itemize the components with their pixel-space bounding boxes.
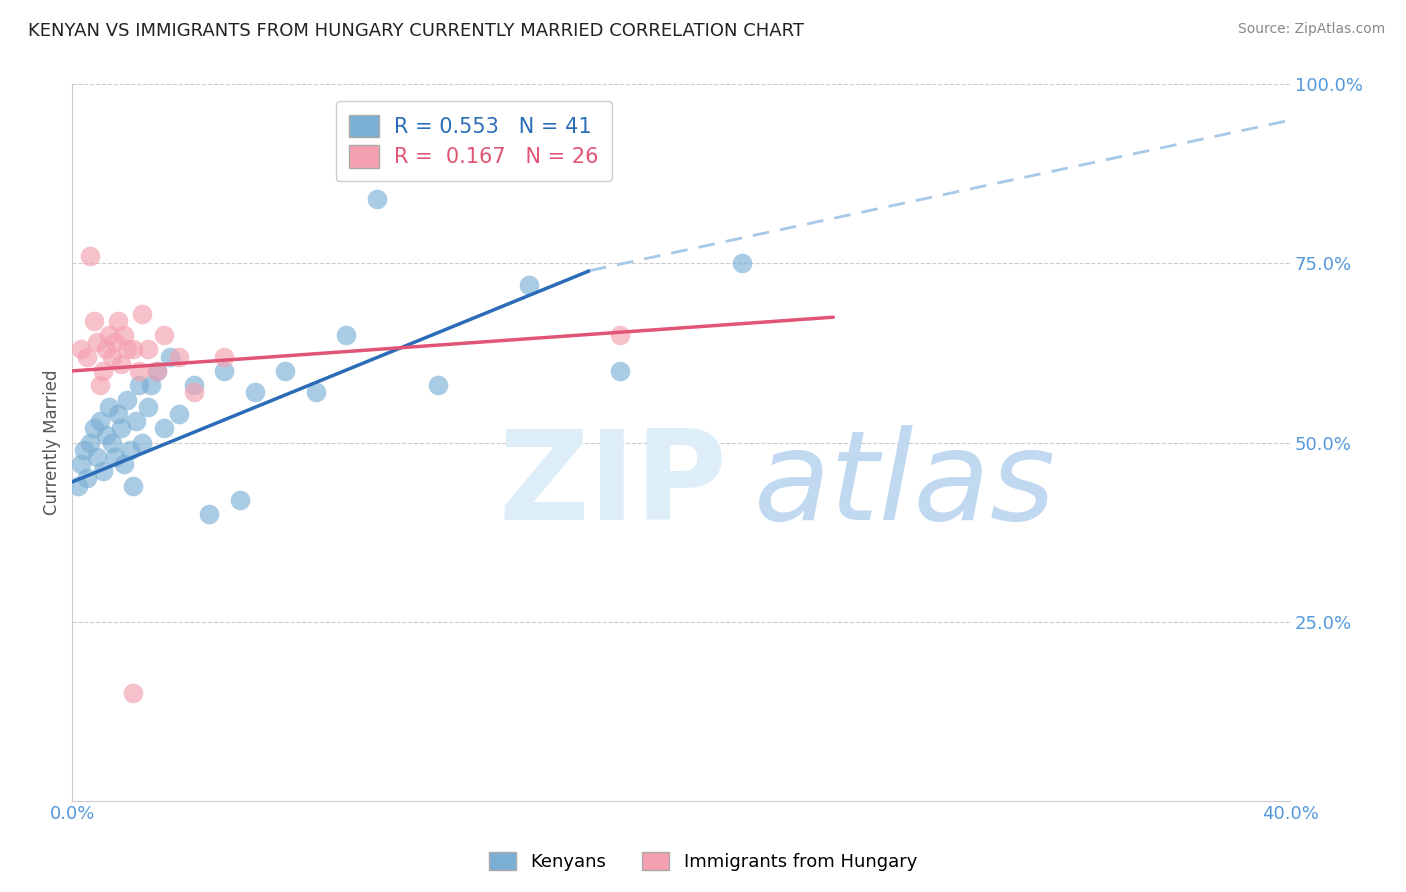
Point <box>122 686 145 700</box>
Point <box>115 392 138 407</box>
Point <box>83 314 105 328</box>
Point <box>131 307 153 321</box>
Point <box>110 421 132 435</box>
Point <box>125 414 148 428</box>
Point <box>167 407 190 421</box>
Point <box>128 378 150 392</box>
Point <box>101 350 124 364</box>
Point <box>183 378 205 392</box>
Text: atlas: atlas <box>754 425 1056 546</box>
Point <box>335 328 357 343</box>
Point <box>94 428 117 442</box>
Point <box>609 328 631 343</box>
Point <box>152 328 174 343</box>
Point <box>731 256 754 270</box>
Point <box>122 478 145 492</box>
Point <box>198 507 221 521</box>
Point <box>83 421 105 435</box>
Y-axis label: Currently Married: Currently Married <box>44 370 60 516</box>
Point <box>67 478 90 492</box>
Legend: R = 0.553   N = 41, R =  0.167   N = 26: R = 0.553 N = 41, R = 0.167 N = 26 <box>336 102 613 181</box>
Point <box>122 343 145 357</box>
Point <box>138 343 160 357</box>
Point <box>94 343 117 357</box>
Point <box>159 350 181 364</box>
Point <box>366 192 388 206</box>
Point <box>138 400 160 414</box>
Point <box>128 364 150 378</box>
Point <box>112 457 135 471</box>
Point <box>107 314 129 328</box>
Point <box>79 249 101 263</box>
Point <box>104 335 127 350</box>
Point <box>89 378 111 392</box>
Point <box>112 328 135 343</box>
Text: Source: ZipAtlas.com: Source: ZipAtlas.com <box>1237 22 1385 37</box>
Point <box>517 277 540 292</box>
Point <box>91 464 114 478</box>
Point <box>167 350 190 364</box>
Point <box>110 357 132 371</box>
Point <box>89 414 111 428</box>
Point <box>214 364 236 378</box>
Point <box>79 435 101 450</box>
Point <box>120 442 142 457</box>
Point <box>115 343 138 357</box>
Point <box>228 492 250 507</box>
Point <box>104 450 127 464</box>
Point <box>243 385 266 400</box>
Point <box>131 435 153 450</box>
Point <box>86 450 108 464</box>
Point <box>76 471 98 485</box>
Point <box>91 364 114 378</box>
Point <box>146 364 169 378</box>
Text: KENYAN VS IMMIGRANTS FROM HUNGARY CURRENTLY MARRIED CORRELATION CHART: KENYAN VS IMMIGRANTS FROM HUNGARY CURREN… <box>28 22 804 40</box>
Point <box>101 435 124 450</box>
Point <box>609 364 631 378</box>
Point <box>214 350 236 364</box>
Point <box>183 385 205 400</box>
Point <box>86 335 108 350</box>
Point <box>76 350 98 364</box>
Text: ZIP: ZIP <box>499 425 727 546</box>
Point <box>305 385 328 400</box>
Point <box>70 343 93 357</box>
Point <box>141 378 163 392</box>
Legend: Kenyans, Immigrants from Hungary: Kenyans, Immigrants from Hungary <box>482 845 924 879</box>
Point <box>152 421 174 435</box>
Point <box>426 378 449 392</box>
Point <box>274 364 297 378</box>
Point <box>97 328 120 343</box>
Point <box>73 442 96 457</box>
Point <box>146 364 169 378</box>
Point <box>107 407 129 421</box>
Point <box>70 457 93 471</box>
Point <box>97 400 120 414</box>
